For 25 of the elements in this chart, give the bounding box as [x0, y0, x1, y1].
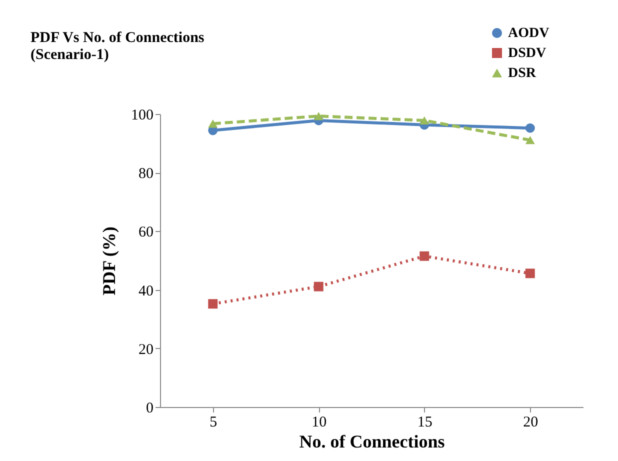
- point: [208, 120, 218, 128]
- y-tick-label: 40: [138, 283, 154, 300]
- x-axis-title: No. of Connections: [299, 432, 445, 452]
- point: [525, 268, 535, 278]
- x-tick-label: 15: [417, 414, 432, 430]
- y-tick-label: 60: [138, 224, 154, 241]
- x-tick-label: 20: [523, 414, 538, 430]
- point: [525, 136, 535, 144]
- chart-title: PDF Vs No. of Connections (Scenario-1): [30, 30, 204, 63]
- point: [208, 299, 218, 309]
- y-tick-label: 20: [138, 342, 154, 358]
- y-tick-label: 0: [146, 400, 154, 416]
- y-axis-title: PDF (%): [99, 226, 119, 296]
- x-tick-label: 5: [210, 414, 218, 430]
- legend-label: AODV: [508, 26, 550, 41]
- point: [525, 123, 535, 133]
- point: [420, 251, 430, 261]
- point: [314, 112, 324, 120]
- point: [314, 282, 324, 292]
- legend-label: DSDV: [508, 46, 546, 61]
- point: [420, 116, 430, 125]
- y-tick-label: 80: [138, 166, 154, 182]
- legend-label: DSR: [508, 66, 537, 81]
- x-tick-label: 10: [312, 414, 327, 430]
- y-tick-label: 100: [131, 108, 154, 124]
